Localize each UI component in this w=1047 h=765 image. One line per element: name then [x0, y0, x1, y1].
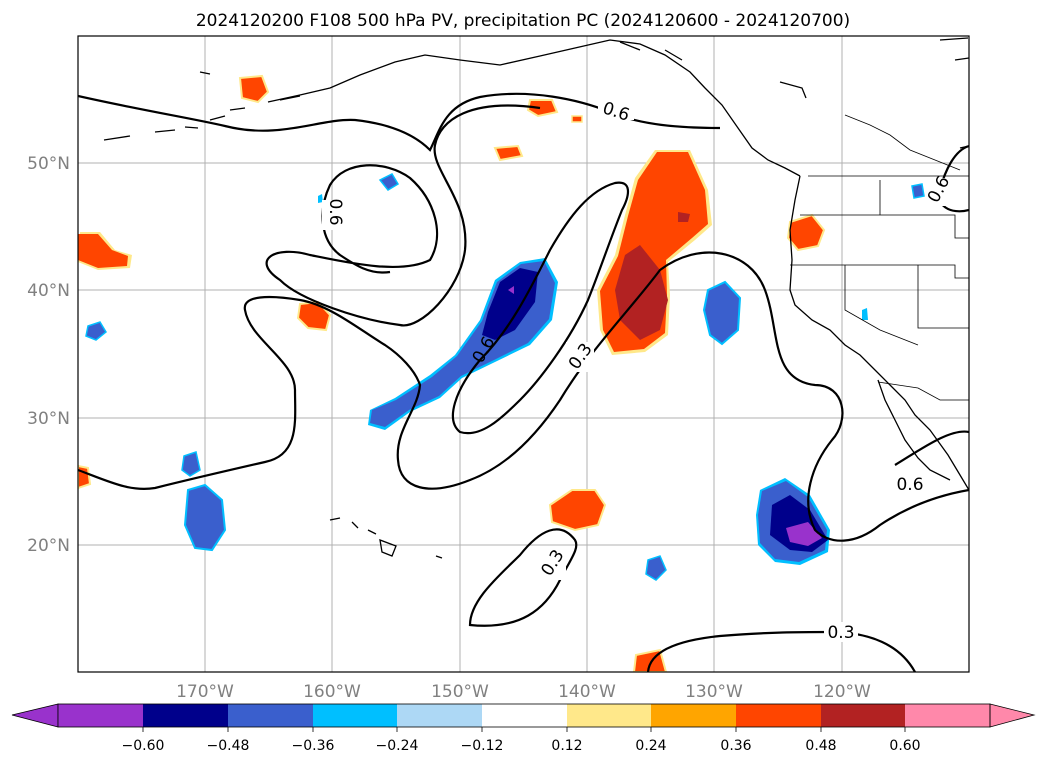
colorbar: −0.60 −0.48 −0.36 −0.24 −0.12 0.12 0.24 … [11, 703, 1036, 754]
colorbar-tick-label: −0.48 [207, 738, 250, 754]
lon-label: 170°W [176, 682, 234, 702]
colorbar-tick-label: 0.36 [720, 738, 751, 754]
lon-label: 140°W [558, 682, 616, 702]
contour-label: 0.3 [827, 623, 854, 643]
precip-negative-blob [702, 280, 742, 346]
colorbar-tick-label: 0.12 [551, 738, 582, 754]
colorbar-tick-label: −0.60 [122, 738, 165, 754]
colorbar-tick-label: 0.60 [889, 738, 920, 754]
map-frame [77, 35, 970, 673]
colorbar-tick-label: −0.12 [461, 738, 504, 754]
colorbar-tick-label: 0.24 [635, 738, 666, 754]
contour-label: 0.6 [896, 475, 923, 495]
political-borders [790, 114, 969, 401]
precipitation-fields [78, 74, 925, 672]
lon-label: 160°W [303, 682, 361, 702]
colorbar-extend-high [989, 703, 1036, 728]
longitude-labels: 170°W 160°W 150°W 140°W 130°W 120°W [176, 682, 871, 702]
precip-positive-blob [238, 74, 270, 104]
lon-label: 150°W [431, 682, 489, 702]
lat-label: 20°N [27, 536, 70, 556]
colorbar-extend-low [11, 703, 59, 728]
lat-label: 40°N [27, 281, 70, 301]
map-panel: 0.6 0.6 0.6 0.3 0.6 0.3 0.3 0.6 [77, 35, 970, 673]
precip-positive-blob [78, 234, 128, 268]
colorbar-tick-label: −0.24 [376, 738, 419, 754]
lat-label: 50°N [27, 154, 70, 174]
latitude-labels: 50°N 40°N 30°N 20°N [27, 154, 70, 556]
lon-label: 130°W [685, 682, 743, 702]
coastlines [103, 37, 969, 559]
contour-label: 0.6 [325, 198, 345, 225]
contour-label-group: 0.6 0.6 0.6 0.3 0.6 0.3 0.3 0.6 [322, 98, 954, 643]
colorbar-tick-label: 0.48 [805, 738, 836, 754]
lat-label: 30°N [27, 409, 70, 429]
lon-label: 120°W [813, 682, 871, 702]
figure-title: 2024120200 F108 500 hPa PV, precipitatio… [196, 11, 850, 31]
colorbar-tick-label: −0.36 [292, 738, 335, 754]
